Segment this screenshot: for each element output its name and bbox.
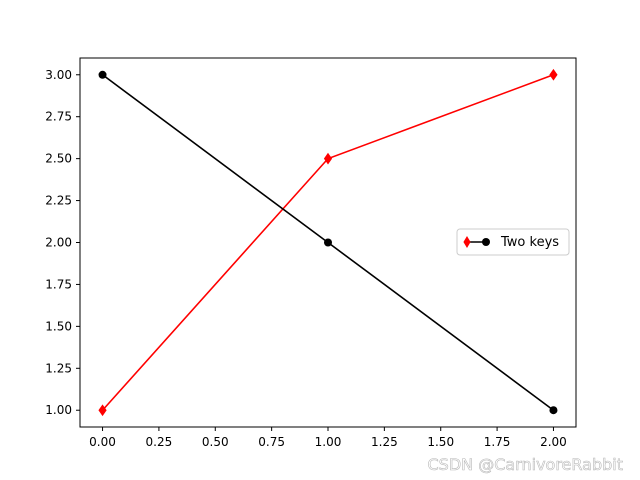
- series-2-point: [324, 238, 332, 247]
- x-tick-label: 0.50: [202, 435, 229, 449]
- series-1-point: [323, 152, 333, 165]
- series-2-point: [98, 70, 107, 79]
- x-tick-label: 1.75: [484, 435, 511, 449]
- legend-handle: [463, 236, 490, 248]
- series-2-point: [549, 406, 558, 415]
- circle-marker-icon: [482, 238, 490, 246]
- y-axis: 1.00 1.25 1.50 1.75 2.00 2.25 2.50 2.75 3.00: [45, 68, 80, 417]
- plot-area: [98, 68, 558, 417]
- x-tick-label: 0.75: [258, 435, 285, 449]
- diamond-marker-icon: [463, 236, 471, 248]
- axes-frame: [79, 57, 577, 428]
- x-tick-label: 1.50: [427, 435, 454, 449]
- x-tick-label: 1.00: [315, 435, 342, 449]
- legend: Two keys: [456, 228, 570, 256]
- y-tick-label: 1.50: [45, 319, 72, 333]
- legend-label: Two keys: [500, 235, 559, 250]
- x-tick-label: 0.00: [89, 435, 116, 449]
- y-tick-label: 3.00: [45, 68, 72, 82]
- y-tick-label: 1.75: [45, 277, 72, 291]
- y-tick-label: 2.50: [45, 152, 72, 166]
- series-1-point: [549, 68, 558, 81]
- series-1-point: [98, 404, 107, 417]
- watermark: CSDN @CarnivoreRabbit: [428, 455, 624, 474]
- legend-box: [456, 228, 570, 256]
- x-axis: 0.00 0.25 0.50 0.75 1.00 1.25 1.50 1.75 2.00: [89, 427, 567, 449]
- x-tick-label: 2.00: [540, 435, 567, 449]
- y-tick-label: 2.00: [45, 236, 72, 250]
- y-tick-label: 2.75: [45, 110, 72, 124]
- y-tick-label: 2.25: [45, 194, 72, 208]
- x-tick-label: 0.25: [146, 435, 173, 449]
- x-tick-label: 1.25: [371, 435, 398, 449]
- y-tick-label: 1.00: [45, 403, 72, 417]
- y-tick-label: 1.25: [45, 361, 72, 375]
